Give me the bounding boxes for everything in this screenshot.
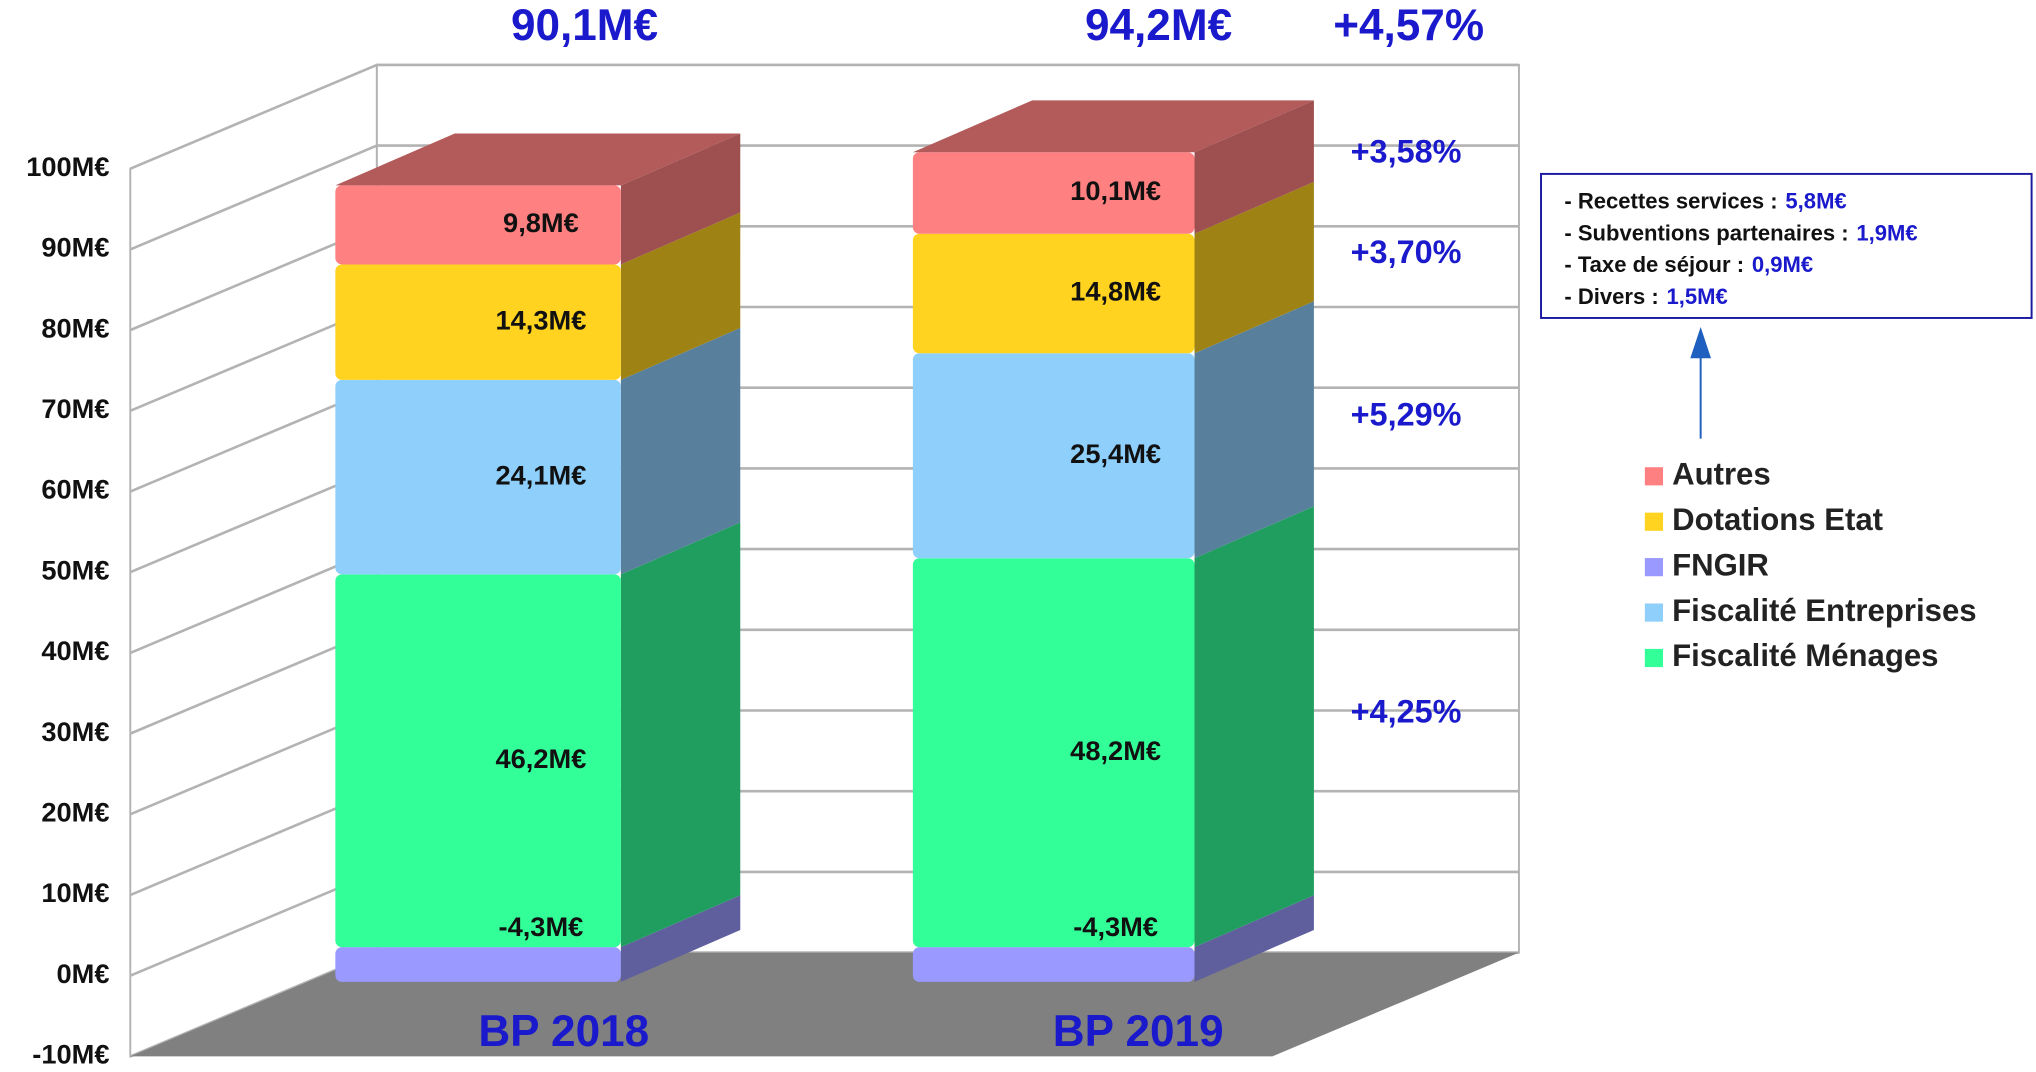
value-label: -4,3M€: [1073, 911, 1158, 942]
x-tick-label: BP 2019: [1053, 1007, 1224, 1056]
bar-side: [620, 522, 741, 948]
bar: [912, 558, 1195, 948]
note-box: [1540, 172, 2033, 319]
bar-side: [620, 212, 741, 380]
note-label: - Divers :: [1564, 284, 1658, 309]
note-value: 5,8M€: [1785, 188, 1846, 213]
note-value: 1,9M€: [1856, 220, 1917, 245]
y-tick-label: 0M€: [57, 958, 110, 989]
legend-swatch: [1644, 558, 1664, 577]
change-label: +3,58%: [1351, 134, 1462, 170]
bar: [912, 353, 1195, 559]
bar: [335, 264, 621, 380]
bar-side: [620, 133, 741, 265]
bar: [335, 947, 621, 982]
total-label: 94,2M€: [1085, 1, 1232, 50]
x-tick-label: BP 2018: [478, 1007, 649, 1056]
legend-label: Autres: [1672, 457, 1771, 492]
y-tick-label: -10M€: [32, 1039, 109, 1070]
bar-side: [1194, 181, 1314, 354]
bar: [335, 379, 621, 575]
legend-label: Dotations Etat: [1672, 502, 1883, 537]
y-tick-label: 100M€: [26, 151, 109, 182]
y-tick-label: 80M€: [41, 312, 109, 343]
note-line: - Taxe de séjour : 0,9M€: [1564, 252, 1813, 277]
legend-label: FNGIR: [1672, 547, 1769, 582]
y-tick-label: 20M€: [41, 797, 109, 828]
bar-side: [1194, 895, 1314, 982]
value-label: 24,1M€: [495, 459, 586, 490]
bar-top: [335, 133, 741, 186]
legend-label: Fiscalité Ménages: [1672, 638, 1938, 673]
y-tick-label: 60M€: [41, 474, 109, 505]
note-line: - Divers : 1,5M€: [1564, 284, 1727, 309]
y-tick-label: 10M€: [41, 877, 109, 908]
value-label: -4,3M€: [499, 911, 584, 942]
legend-label: Fiscalité Entreprises: [1672, 593, 1976, 628]
note-value: 1,5M€: [1667, 284, 1728, 309]
bar-side: [1194, 100, 1314, 234]
value-label: 14,3M€: [495, 304, 586, 335]
bar: [335, 574, 621, 948]
note-line: - Recettes services : 5,8M€: [1564, 188, 1846, 213]
note-label: - Taxe de séjour :: [1564, 252, 1744, 277]
bar-side: [1194, 301, 1314, 559]
note-label: - Subventions partenaires :: [1564, 220, 1848, 245]
value-label: 14,8M€: [1070, 276, 1161, 307]
y-tick-label: 90M€: [41, 232, 109, 263]
value-label: 46,2M€: [495, 743, 586, 774]
value-label: 10,1M€: [1070, 175, 1161, 206]
note-value: 0,9M€: [1752, 252, 1813, 277]
legend-swatch: [1644, 467, 1664, 486]
note-label: - Recettes services :: [1564, 188, 1777, 213]
bar-side: [1194, 506, 1314, 948]
total-change-label: +4,57%: [1333, 1, 1484, 50]
note-arrow-head: [1690, 327, 1712, 359]
total-label: 90,1M€: [511, 1, 658, 50]
bar: [912, 233, 1195, 354]
y-tick-label: 50M€: [41, 554, 109, 585]
value-label: 48,2M€: [1070, 735, 1161, 766]
change-label: +4,25%: [1351, 693, 1462, 729]
bar: [912, 152, 1195, 234]
change-label: +5,29%: [1351, 396, 1462, 432]
value-label: 9,8M€: [503, 207, 579, 238]
legend-swatch: [1644, 603, 1664, 622]
bar-top: [912, 100, 1314, 153]
grid-line: [129, 63, 1519, 170]
bar-side: [620, 327, 741, 575]
legend-swatch: [1644, 512, 1664, 531]
bar: [335, 185, 621, 265]
legend-swatch: [1644, 648, 1664, 668]
y-tick-label: 40M€: [41, 635, 109, 666]
y-tick-label: 30M€: [41, 716, 109, 747]
bar-side: [620, 895, 741, 982]
value-label: 25,4M€: [1070, 438, 1161, 469]
note-line: - Subventions partenaires : 1,9M€: [1564, 220, 1917, 245]
change-label: +3,70%: [1351, 234, 1462, 270]
y-tick-label: 70M€: [41, 393, 109, 424]
bar: [912, 947, 1195, 982]
